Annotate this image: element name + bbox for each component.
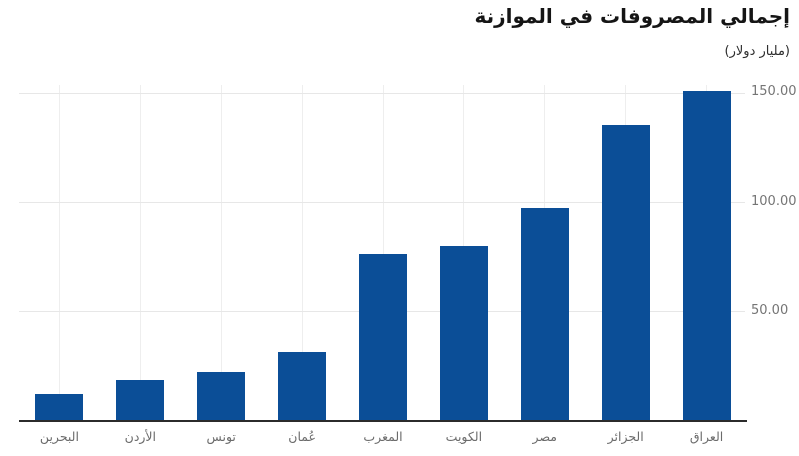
bar-المغرب[interactable] — [359, 253, 407, 421]
y-axis-tick-label: 50.00 — [751, 302, 789, 318]
bar-الكويت[interactable] — [439, 246, 488, 421]
horizontal-gridline — [19, 202, 745, 204]
vertical-gridline — [220, 85, 222, 421]
x-axis-category-label: مصر — [532, 429, 557, 444]
x-axis-category-label: الجزائر — [607, 429, 644, 444]
x-axis-category-label: الأردن — [124, 429, 157, 444]
bar-الأردن[interactable] — [116, 380, 165, 421]
x-axis-category-label: الكويت — [445, 429, 483, 444]
horizontal-gridline — [19, 92, 745, 94]
plot-area — [19, 85, 747, 422]
x-axis-category-label: تونس — [206, 429, 236, 444]
vertical-gridline — [139, 85, 141, 421]
x-axis-category-label: البحرين — [39, 429, 79, 444]
y-axis-tick-label: 100.00 — [751, 193, 797, 209]
bar-عُمان[interactable] — [278, 351, 327, 421]
chart-title: إجمالي المصروفات في الموازنة — [474, 4, 790, 28]
x-axis-category-label: عُمان — [288, 429, 316, 444]
x-axis-category-label: العراق — [689, 429, 724, 444]
vertical-gridline — [301, 85, 303, 421]
chart-subtitle: (مليار دولار) — [724, 44, 790, 59]
bar-البحرين[interactable] — [35, 394, 84, 421]
y-axis-tick-label: 150.00 — [751, 84, 797, 100]
bar-مصر[interactable] — [520, 208, 569, 421]
bar-تونس[interactable] — [197, 372, 246, 421]
bar-الجزائر[interactable] — [601, 125, 650, 421]
vertical-gridline — [58, 85, 60, 421]
vertical-gridline — [382, 85, 384, 421]
x-axis-category-label: المغرب — [363, 429, 403, 444]
bar-العراق[interactable] — [682, 90, 731, 421]
x-axis-line — [19, 420, 747, 422]
